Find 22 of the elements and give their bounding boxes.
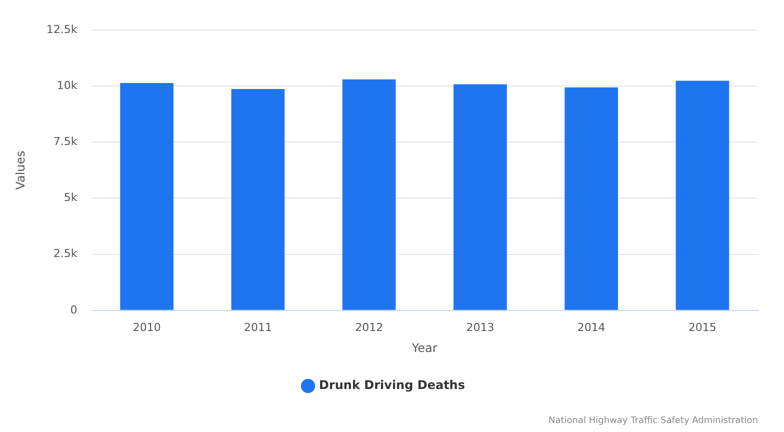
- x-tick-label: 2012: [355, 320, 384, 334]
- bar: [231, 88, 285, 310]
- x-tick-label: 2013: [466, 320, 494, 334]
- legend-label: Drunk Driving Deaths: [319, 378, 465, 392]
- bar: [676, 80, 730, 310]
- x-tick-label: 2014: [577, 320, 606, 334]
- bar: [120, 82, 174, 310]
- x-axis-title: Year: [410, 340, 438, 355]
- y-tick-label: 2.5k: [53, 247, 78, 260]
- y-tick-label: 0: [70, 303, 78, 316]
- y-tick-label: 7.5k: [53, 135, 78, 148]
- y-axis-title: Values: [13, 150, 28, 190]
- y-tick-label: 12.5k: [46, 22, 78, 36]
- x-tick-label: 2015: [688, 320, 716, 334]
- bar: [564, 87, 618, 310]
- x-tick-label: 2010: [132, 320, 161, 334]
- x-tick-label: 2011: [244, 320, 272, 334]
- bar: [342, 79, 396, 310]
- text: National Highway Traffic Safety Administration: [548, 416, 758, 426]
- y-tick-label: 5k: [64, 191, 78, 204]
- bar: [454, 84, 507, 310]
- y-tick-label: 10k: [56, 78, 78, 92]
